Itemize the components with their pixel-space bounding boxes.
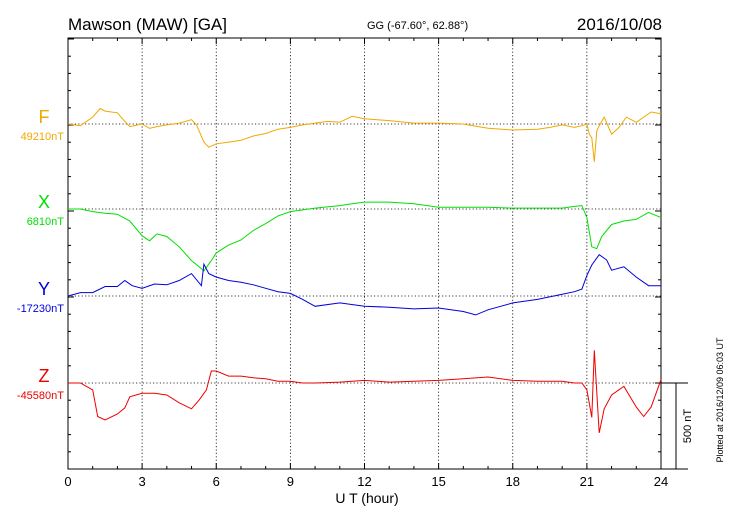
series-name-f: F	[39, 107, 50, 127]
series-name-y: Y	[38, 279, 50, 299]
x-axis-label: U T (hour)	[335, 490, 398, 506]
x-tick-label: 6	[213, 474, 220, 489]
grid-lines	[68, 38, 661, 469]
series-layer	[67, 107, 662, 434]
x-tick-label: 18	[506, 474, 520, 489]
axis-ticks: 0 3 6 9 12 15 18 21 24	[64, 38, 668, 489]
series-labels: F 49210nT X 6810nT Y -17230nT Z -45580nT	[17, 107, 64, 402]
x-tick-label: 21	[580, 474, 594, 489]
date-label: 2016/10/08	[577, 15, 662, 34]
x-tick-label: 9	[287, 474, 294, 489]
series-line-y	[67, 254, 661, 316]
station-title: Mawson (MAW) [GA]	[68, 15, 227, 34]
series-baseline-label-x: 6810nT	[27, 216, 65, 228]
x-tick-label: 12	[357, 474, 371, 489]
x-tick-label: 0	[64, 474, 71, 489]
series-baseline-label-y: -17230nT	[17, 303, 64, 315]
series-line-z	[68, 350, 662, 434]
series-line-x	[68, 201, 662, 272]
series-line-f	[67, 107, 662, 162]
series-baseline-label-f: 49210nT	[21, 131, 65, 143]
scale-bar-label: 500 nT	[682, 409, 694, 444]
x-tick-label: 3	[139, 474, 146, 489]
coordinates-label: GG (-67.60°, 62.88°)	[367, 20, 468, 32]
plotted-at-note: Plotted at 2016/12/09 06:03 UT	[715, 337, 725, 463]
series-name-x: X	[38, 192, 50, 212]
x-tick-label: 15	[431, 474, 445, 489]
series-baseline-label-z: -45580nT	[17, 390, 64, 402]
scale-bar: 500 nT	[661, 382, 694, 470]
series-name-z: Z	[39, 366, 50, 386]
x-tick-label: 24	[654, 474, 668, 489]
